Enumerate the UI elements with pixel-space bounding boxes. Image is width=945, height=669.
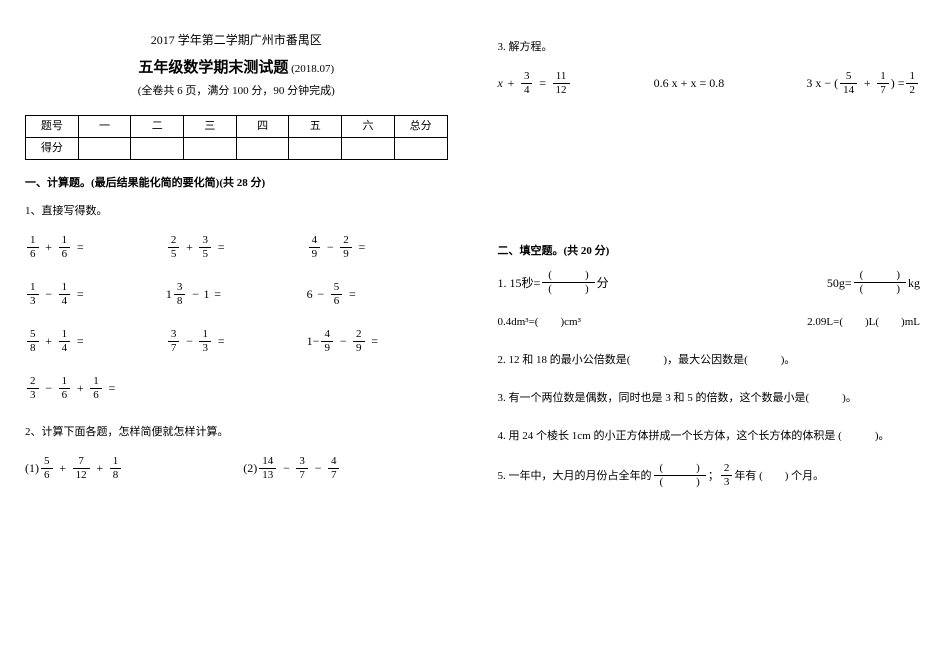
fraction: 37 <box>168 329 180 354</box>
fraction: 38 <box>174 282 186 307</box>
fill-blank-q1b: 0.4dm³=( )cm³ 2.09L=( )L( )mL <box>498 311 921 333</box>
table-row: 题号 一 二 三 四 五 六 总分 <box>26 115 448 137</box>
expr-cell: 1− 49 − 29 = <box>307 329 448 354</box>
score-cell <box>78 137 131 159</box>
fraction: 712 <box>73 456 90 481</box>
fill-blank-q4: 4. 用 24 个棱长 1cm 的小正方体拼成一个长方体，这个长方体的体积是 (… <box>498 425 921 447</box>
table-row: 得分 <box>26 137 448 159</box>
fraction: 12 <box>906 71 918 96</box>
equation: 0.6 x + x = 0.8 <box>654 71 725 96</box>
fraction: 37 <box>296 456 308 481</box>
score-cell <box>131 137 184 159</box>
score-cell <box>184 137 237 159</box>
score-cell: 四 <box>236 115 289 137</box>
expr-cell: 13 − 14 = <box>25 282 166 307</box>
blank-fraction: ( )( ) <box>654 463 706 488</box>
fraction: 56 <box>41 456 53 481</box>
fill-blank-q5: 5. 一年中，大月的月份占全年的 ( )( ) ； 23 年有 ( ) 个月。 <box>498 463 921 488</box>
right-column: 3. 解方程。 x + 34 = 1112 0.6 x + x = 0.8 3 … <box>473 0 945 669</box>
expr-row: 13 − 14 = 1 38 − 1 = 6 − 56 = <box>25 282 448 307</box>
calc-expr: (2) 1413 − 37 − 47 <box>243 456 341 481</box>
fill-blank-q3: 3. 有一个两位数是偶数，同时也是 3 和 5 的倍数，这个数最小是( )。 <box>498 387 921 409</box>
fraction: 13 <box>27 282 39 307</box>
expr-cell: 58 + 14 = <box>25 329 166 354</box>
expr-row: 16 + 16 = 25 + 35 = 49 − 29 = <box>25 235 448 260</box>
fraction: 16 <box>90 376 102 401</box>
fraction: 58 <box>27 329 39 354</box>
score-cell: 六 <box>342 115 395 137</box>
fill-blank-q2: 2. 12 和 18 的最小公倍数是( )，最大公因数是( )。 <box>498 349 921 371</box>
score-cell: 五 <box>289 115 342 137</box>
fraction: 34 <box>521 71 533 96</box>
sub2-header: 2、计算下面各题，怎样简便就怎样计算。 <box>25 423 448 442</box>
fraction: 56 <box>331 282 343 307</box>
calc-row: (1) 56 + 712 + 18 (2) 1413 − 37 − 47 <box>25 456 448 481</box>
score-cell <box>236 137 289 159</box>
equation: x + 34 = 1112 <box>498 71 572 96</box>
expr-cell: 1 38 − 1 = <box>166 282 307 307</box>
fraction: 23 <box>721 463 733 488</box>
section1-header: 一、计算题。(最后结果能化简的要化简)(共 28 分) <box>25 174 448 193</box>
fraction: 16 <box>59 376 71 401</box>
expr-cell: 16 + 16 = <box>25 235 166 260</box>
score-cell <box>289 137 342 159</box>
fraction: 13 <box>199 329 211 354</box>
fraction: 47 <box>328 456 340 481</box>
score-table: 题号 一 二 三 四 五 六 总分 得分 <box>25 115 448 160</box>
calc-expr: (1) 56 + 712 + 18 <box>25 456 123 481</box>
exam-date: (2018.07) <box>291 63 334 75</box>
score-cell: 得分 <box>26 137 79 159</box>
fraction: 17 <box>877 71 889 96</box>
expr-cell: 6 − 56 = <box>307 282 448 307</box>
blank-fraction: ( )( ) <box>854 270 906 295</box>
fraction: 18 <box>110 456 122 481</box>
expr-cell: 49 − 29 = <box>307 235 448 260</box>
equations-row: x + 34 = 1112 0.6 x + x = 0.8 3 x − ( 51… <box>498 71 921 96</box>
left-column: 2017 学年第二学期广州市番禺区 五年级数学期末测试题 (2018.07) (… <box>0 0 473 669</box>
fill-blank-q1: 1. 15秒= ( )( ) 分 50g= ( )( ) kg <box>498 270 921 295</box>
fraction: 514 <box>840 71 857 96</box>
section2-header: 二、填空题。(共 20 分) <box>498 242 921 261</box>
header-line1: 2017 学年第二学期广州市番禺区 <box>25 30 448 50</box>
fraction: 23 <box>27 376 39 401</box>
exam-title: 五年级数学期末测试题 <box>138 60 288 76</box>
score-cell <box>342 137 395 159</box>
fraction: 14 <box>59 329 71 354</box>
fraction: 29 <box>340 235 352 260</box>
score-cell <box>394 137 447 159</box>
fraction: 1112 <box>553 71 570 96</box>
expr-row: 23 − 16 + 16 = <box>25 376 448 401</box>
fraction: 16 <box>27 235 39 260</box>
equation: 3 x − ( 514 + 17 ) = 12 <box>806 71 920 96</box>
score-cell: 题号 <box>26 115 79 137</box>
expr-cell: 23 − 16 + 16 = <box>25 376 120 401</box>
score-cell: 一 <box>78 115 131 137</box>
q3-header: 3. 解方程。 <box>498 38 921 57</box>
fraction: 29 <box>353 329 365 354</box>
expr-row: 58 + 14 = 37 − 13 = 1− 49 − 29 = <box>25 329 448 354</box>
score-cell: 二 <box>131 115 184 137</box>
fraction: 49 <box>309 235 321 260</box>
fraction: 25 <box>168 235 180 260</box>
score-cell: 总分 <box>394 115 447 137</box>
fraction: 16 <box>59 235 71 260</box>
blank-fraction: ( )( ) <box>542 270 594 295</box>
fraction: 35 <box>199 235 211 260</box>
score-cell: 三 <box>184 115 237 137</box>
sub1-header: 1、直接写得数。 <box>25 202 448 221</box>
fraction: 1413 <box>259 456 276 481</box>
fraction: 49 <box>321 329 333 354</box>
header-line3: (全卷共 6 页，满分 100 分，90 分钟完成) <box>25 82 448 101</box>
fraction: 14 <box>59 282 71 307</box>
expr-cell: 25 + 35 = <box>166 235 307 260</box>
expr-cell: 37 − 13 = <box>166 329 307 354</box>
header-line2: 五年级数学期末测试题 (2018.07) <box>25 56 448 82</box>
